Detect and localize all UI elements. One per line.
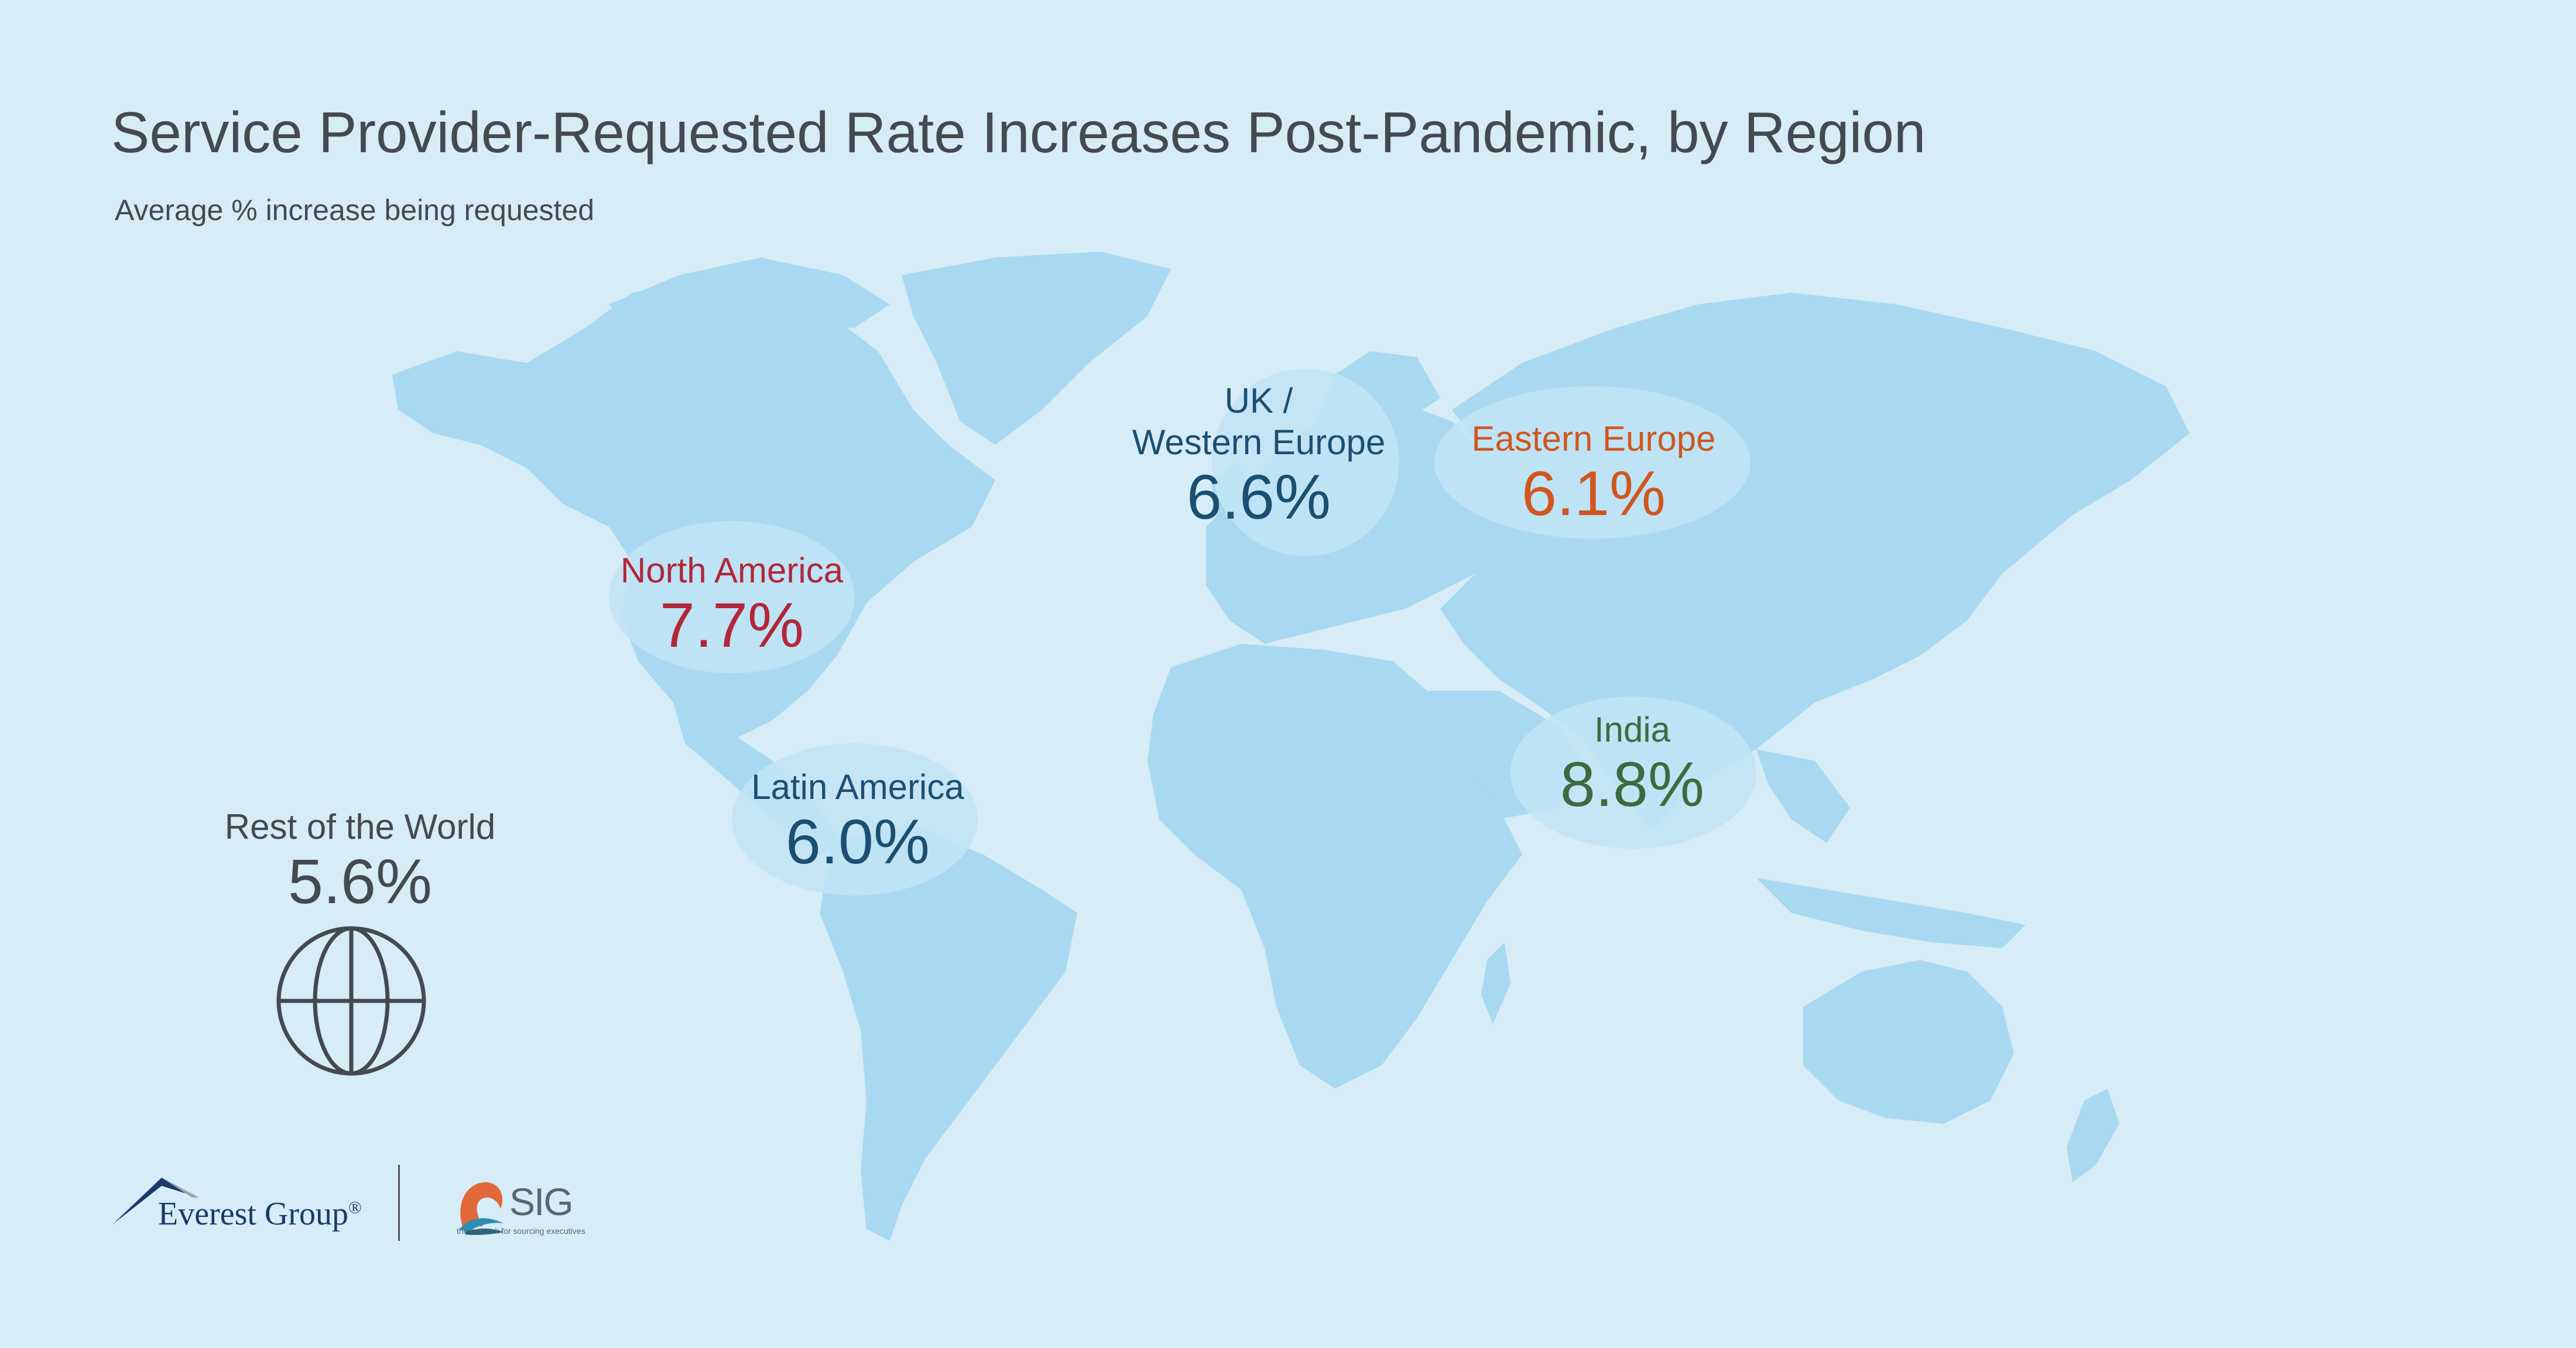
mountain-peak-icon: [112, 1178, 199, 1224]
region-rest-of-world: Rest of the World 5.6%: [225, 807, 495, 914]
globe-icon: [276, 926, 426, 1076]
region-name-line1: UK /: [1224, 381, 1293, 420]
region-name: North America: [620, 551, 844, 590]
region-latin-america: Latin America 6.0%: [751, 767, 964, 874]
sig-swirl-icon: [460, 1182, 503, 1235]
north-america-highlight: [609, 521, 855, 673]
registered-mark: ®: [348, 1198, 362, 1217]
region-india: India 8.8%: [1560, 709, 1704, 817]
japan-landmass: [1909, 503, 1967, 609]
region-value: 8.8%: [1560, 748, 1705, 819]
region-name: India: [1594, 710, 1671, 749]
region-value: 7.7%: [659, 589, 804, 660]
chart-subtitle: Average % increase being requested: [115, 194, 595, 227]
sig-tagline: the network for sourcing executives: [457, 1226, 585, 1236]
everest-group-logo-text: Everest Group: [158, 1196, 349, 1232]
eastern-europe-highlight: [1434, 386, 1751, 538]
canadian-arctic-landmass: [609, 258, 890, 328]
western-europe-highlight: [1212, 369, 1399, 556]
southeast-asia-landmass: [1756, 749, 1850, 843]
region-name: Rest of the World: [224, 807, 496, 846]
indonesia-landmass: [1756, 878, 2026, 948]
greenland-landmass: [902, 252, 1171, 445]
region-eastern-europe: Eastern Europe 6.1%: [1472, 419, 1716, 526]
region-value: 6.6%: [1186, 461, 1331, 532]
chart-title: Service Provider-Requested Rate Increase…: [111, 100, 1926, 164]
region-name-line2: Western Europe: [1132, 422, 1386, 462]
region-name: Latin America: [751, 767, 964, 807]
sig-logo-text: SIG: [509, 1180, 574, 1223]
region-value: 5.6%: [287, 845, 433, 917]
region-value: 6.1%: [1521, 457, 1666, 529]
south-america-landmass: [820, 825, 1077, 1241]
region-name: Eastern Europe: [1471, 419, 1716, 458]
logo-divider: [398, 1165, 400, 1241]
latin-america-highlight: [732, 743, 978, 896]
africa-landmass: [1147, 644, 1522, 1089]
madagascar-landmass: [1481, 942, 1510, 1024]
footer-logos: Everest Group® SIG the network for sourc…: [111, 1165, 638, 1247]
region-north-america: North America 7.7%: [621, 550, 843, 658]
everest-group-logo: Everest Group®: [158, 1195, 362, 1233]
new-zealand-landmass: [2067, 1089, 2119, 1182]
australia-landmass: [1803, 960, 2014, 1124]
region-uk-western-europe: UK / Western Europe 6.6%: [1132, 380, 1385, 530]
region-value: 6.0%: [785, 805, 930, 877]
india-highlight: [1510, 697, 1756, 849]
